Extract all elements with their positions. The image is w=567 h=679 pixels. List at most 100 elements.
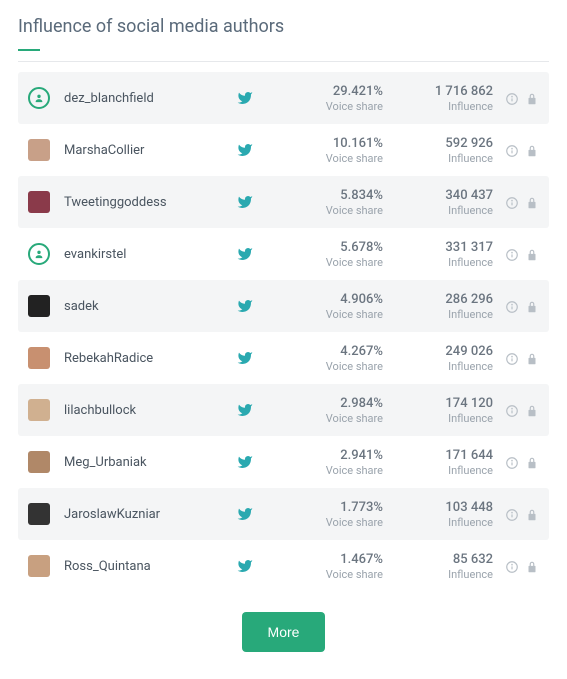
author-name: MarshaCollier — [64, 143, 237, 158]
lock-icon[interactable] — [525, 143, 539, 157]
influence-col: 1 716 862Influence — [393, 84, 493, 113]
voice-share-label: Voice share — [283, 308, 383, 321]
row-actions — [505, 403, 539, 417]
twitter-icon[interactable] — [237, 90, 253, 106]
twitter-icon[interactable] — [237, 402, 253, 418]
info-icon[interactable] — [505, 247, 519, 261]
author-name: Ross_Quintana — [64, 559, 237, 574]
lock-icon[interactable] — [525, 299, 539, 313]
table-row[interactable]: sadek 4.906%Voice share 286 296Influence — [18, 280, 549, 332]
lock-icon[interactable] — [525, 403, 539, 417]
table-row[interactable]: Meg_Urbaniak2.941%Voice share171 644Infl… — [18, 436, 549, 488]
voice-share-label: Voice share — [283, 256, 383, 269]
twitter-icon[interactable] — [237, 194, 253, 210]
influence-label: Influence — [393, 100, 493, 113]
twitter-icon[interactable] — [237, 142, 253, 158]
more-button[interactable]: More — [242, 612, 326, 652]
influence-label: Influence — [393, 464, 493, 477]
author-name: dez_blanchfield — [64, 91, 237, 106]
influence-label: Influence — [393, 568, 493, 581]
twitter-icon[interactable] — [237, 558, 253, 574]
twitter-icon[interactable] — [237, 298, 253, 314]
info-icon[interactable] — [505, 455, 519, 469]
influence-label: Influence — [393, 152, 493, 165]
influence-value: 592 926 — [393, 136, 493, 151]
table-row[interactable]: dez_blanchfield 29.421%Voice share 1 716 8… — [18, 72, 549, 124]
table-row[interactable]: Tweetinggoddess 5.834%Voice share 340 437I… — [18, 176, 549, 228]
lock-icon[interactable] — [525, 91, 539, 105]
lock-icon[interactable] — [525, 559, 539, 573]
table-row[interactable]: JaroslawKuzniar1.773%Voice share103 448I… — [18, 488, 549, 540]
avatar — [28, 87, 50, 109]
info-icon[interactable] — [505, 91, 519, 105]
voice-share-value: 1.773% — [283, 500, 383, 515]
avatar — [28, 295, 50, 317]
twitter-icon[interactable] — [237, 350, 253, 366]
voice-share-value: 4.267% — [283, 344, 383, 359]
voice-share-col: 29.421%Voice share — [283, 84, 383, 113]
author-name: lilachbullock — [64, 403, 237, 418]
row-actions — [505, 455, 539, 469]
voice-share-value: 29.421% — [283, 84, 383, 99]
info-icon[interactable] — [505, 351, 519, 365]
lock-icon[interactable] — [525, 455, 539, 469]
influence-label: Influence — [393, 256, 493, 269]
table-row[interactable]: MarshaCollier 10.161%Voice share 592 926In… — [18, 124, 549, 176]
author-name: evankirstel — [64, 247, 237, 262]
avatar — [28, 555, 50, 577]
voice-share-label: Voice share — [283, 464, 383, 477]
voice-share-value: 5.834% — [283, 188, 383, 203]
table-row[interactable]: RebekahRadice 4.267%Voice share 249 026Inf… — [18, 332, 549, 384]
voice-share-col: 5.834%Voice share — [283, 188, 383, 217]
info-icon[interactable] — [505, 403, 519, 417]
twitter-icon[interactable] — [237, 246, 253, 262]
info-icon[interactable] — [505, 299, 519, 313]
divider — [18, 61, 549, 62]
voice-share-value: 4.906% — [283, 292, 383, 307]
twitter-icon[interactable] — [237, 506, 253, 522]
info-icon[interactable] — [505, 195, 519, 209]
avatar — [28, 399, 50, 421]
avatar — [28, 139, 50, 161]
voice-share-label: Voice share — [283, 568, 383, 581]
author-name: sadek — [64, 299, 237, 314]
lock-icon[interactable] — [525, 507, 539, 521]
influence-value: 103 448 — [393, 500, 493, 515]
avatar — [28, 503, 50, 525]
influence-col: 340 437Influence — [393, 188, 493, 217]
lock-icon[interactable] — [525, 351, 539, 365]
row-actions — [505, 559, 539, 573]
info-icon[interactable] — [505, 507, 519, 521]
author-name: RebekahRadice — [64, 351, 237, 366]
avatar — [28, 243, 50, 265]
more-button-wrap: More — [18, 612, 549, 652]
influence-col: 331 317Influence — [393, 240, 493, 269]
info-icon[interactable] — [505, 143, 519, 157]
influence-value: 174 120 — [393, 396, 493, 411]
voice-share-value: 2.941% — [283, 448, 383, 463]
info-icon[interactable] — [505, 559, 519, 573]
row-actions — [505, 299, 539, 313]
voice-share-label: Voice share — [283, 100, 383, 113]
avatar — [28, 347, 50, 369]
row-actions — [505, 91, 539, 105]
voice-share-label: Voice share — [283, 360, 383, 373]
page-title: Influence of social media authors — [18, 16, 549, 37]
influence-value: 1 716 862 — [393, 84, 493, 99]
voice-share-col: 4.267%Voice share — [283, 344, 383, 373]
table-row[interactable]: Ross_Quintana1.467%Voice share85 632Infl… — [18, 540, 549, 592]
lock-icon[interactable] — [525, 247, 539, 261]
twitter-icon[interactable] — [237, 454, 253, 470]
influence-col: 286 296Influence — [393, 292, 493, 321]
lock-icon[interactable] — [525, 195, 539, 209]
row-actions — [505, 507, 539, 521]
influence-col: 249 026Influence — [393, 344, 493, 373]
title-underline — [18, 49, 40, 51]
author-name: Tweetinggoddess — [64, 195, 237, 210]
table-row[interactable]: evankirstel 5.678%Voice share 331 317Influ… — [18, 228, 549, 280]
voice-share-label: Voice share — [283, 516, 383, 529]
influence-value: 171 644 — [393, 448, 493, 463]
voice-share-col: 10.161%Voice share — [283, 136, 383, 165]
voice-share-col: 5.678%Voice share — [283, 240, 383, 269]
table-row[interactable]: lilachbullock2.984%Voice share174 120Inf… — [18, 384, 549, 436]
